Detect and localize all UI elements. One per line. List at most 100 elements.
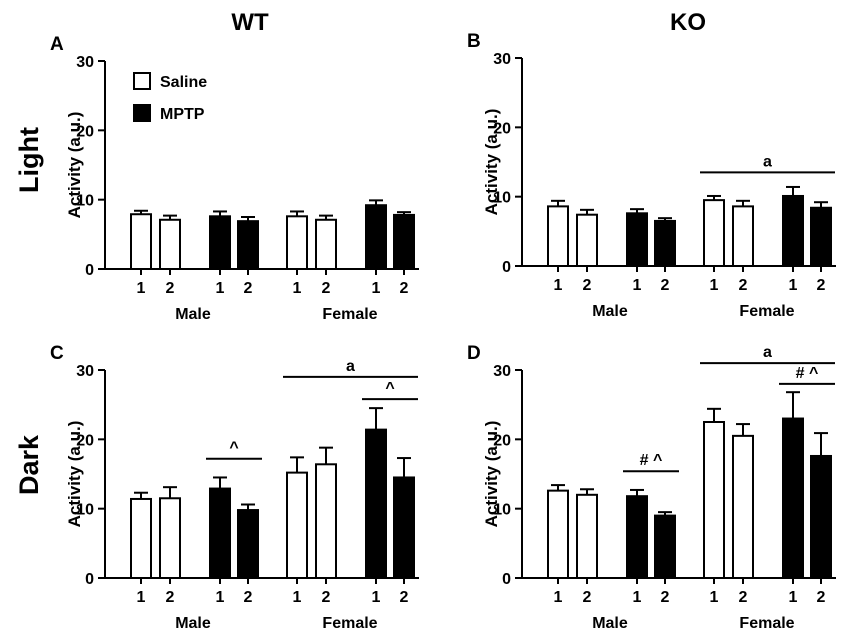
x-tick-label: 2 [817, 589, 826, 606]
significance-label: # ^ [796, 365, 819, 382]
x-tick-label: 1 [372, 280, 381, 297]
y-tick-label: 0 [502, 259, 511, 276]
group-label-male: Male [175, 615, 211, 632]
bar-male-mptp-1 [626, 495, 648, 579]
y-axis-label: Activity (a.u.) [65, 421, 84, 528]
bar-male-saline-2 [159, 497, 181, 579]
x-tick-label: 1 [710, 589, 719, 606]
bar-female-saline-2 [315, 218, 337, 270]
legend-swatch-saline [133, 72, 151, 90]
x-tick-label: 1 [293, 280, 302, 297]
x-tick-label: 2 [166, 280, 175, 297]
x-tick-label: 2 [400, 280, 409, 297]
y-tick-label: 0 [85, 571, 94, 588]
significance-label: a [346, 358, 355, 375]
y-tick-label: 20 [493, 432, 511, 449]
x-tick-label: 2 [322, 589, 331, 606]
x-tick-label: 2 [244, 280, 253, 297]
x-tick-label: 2 [166, 589, 175, 606]
x-tick-label: 1 [293, 589, 302, 606]
x-tick-label: 1 [554, 589, 563, 606]
bar-female-saline-2 [732, 434, 754, 579]
significance-label: ^ [229, 440, 238, 457]
bar-male-saline-2 [159, 218, 181, 270]
x-tick-label: 2 [244, 589, 253, 606]
column-title-ko: KO [670, 9, 706, 36]
bar-female-saline-2 [315, 463, 337, 579]
x-tick-label: 1 [137, 280, 146, 297]
x-tick-label: 1 [633, 277, 642, 294]
bar-male-mptp-1 [626, 212, 648, 268]
group-label-male: Male [592, 303, 628, 320]
bar-male-saline-2 [576, 213, 598, 267]
y-axis-label: Activity (a.u.) [482, 109, 501, 216]
x-tick-label: 2 [661, 589, 670, 606]
panel-letter-a: A [50, 34, 64, 55]
y-tick-label: 20 [76, 432, 94, 449]
legend-swatch-mptp [133, 104, 151, 122]
x-tick-label: 2 [817, 277, 826, 294]
group-label-male: Male [592, 615, 628, 632]
group-label-female: Female [739, 615, 794, 632]
bar-female-mptp-2 [393, 476, 415, 579]
bar-male-mptp-2 [654, 219, 676, 267]
y-tick-label: 10 [76, 502, 94, 519]
panel-letter-b: B [467, 31, 481, 52]
bar-female-saline-1 [286, 215, 308, 271]
bar-male-mptp-2 [237, 509, 259, 579]
x-tick-label: 1 [216, 280, 225, 297]
y-tick-label: 10 [493, 190, 511, 207]
bar-male-mptp-2 [237, 220, 259, 271]
bar-female-mptp-2 [810, 206, 832, 267]
bar-female-mptp-1 [365, 204, 387, 270]
x-tick-label: 1 [216, 589, 225, 606]
x-tick-label: 1 [633, 589, 642, 606]
significance-label: a [763, 344, 772, 361]
y-tick-label: 20 [76, 123, 94, 140]
x-tick-label: 2 [739, 277, 748, 294]
bar-female-mptp-2 [810, 454, 832, 579]
y-tick-label: 30 [493, 51, 511, 68]
panel-letter-d: D [467, 343, 481, 364]
y-tick-label: 30 [493, 363, 511, 380]
bar-male-saline-1 [547, 489, 569, 579]
legend-label-mptp: MPTP [160, 106, 205, 123]
x-tick-label: 2 [583, 589, 592, 606]
bar-male-mptp-2 [654, 514, 676, 580]
y-tick-label: 0 [85, 262, 94, 279]
x-tick-label: 1 [554, 277, 563, 294]
x-tick-label: 2 [583, 277, 592, 294]
y-tick-label: 30 [76, 363, 94, 380]
bar-female-mptp-2 [393, 213, 415, 270]
bar-male-mptp-1 [209, 487, 231, 579]
y-axis-label: Activity (a.u.) [482, 421, 501, 528]
bar-female-mptp-1 [782, 194, 804, 267]
bar-female-saline-1 [703, 199, 725, 267]
bar-female-mptp-1 [365, 428, 387, 579]
bar-male-saline-1 [130, 497, 152, 580]
bar-female-saline-1 [286, 471, 308, 579]
x-tick-label: 2 [322, 280, 331, 297]
group-label-female: Female [322, 306, 377, 323]
y-tick-label: 10 [493, 502, 511, 519]
y-tick-label: 20 [493, 120, 511, 137]
panel-letter-c: C [50, 343, 64, 364]
x-tick-label: 1 [789, 277, 798, 294]
legend-label-saline: Saline [160, 74, 207, 91]
x-tick-label: 2 [739, 589, 748, 606]
y-tick-label: 10 [76, 193, 94, 210]
group-label-female: Female [322, 615, 377, 632]
bar-male-saline-1 [130, 213, 152, 271]
y-tick-label: 0 [502, 571, 511, 588]
significance-label: ^ [385, 380, 394, 397]
group-label-male: Male [175, 306, 211, 323]
y-tick-label: 30 [76, 54, 94, 71]
significance-label: # ^ [640, 452, 663, 469]
y-axis-label: Activity (a.u.) [65, 112, 84, 219]
row-title-light: Light [14, 127, 44, 193]
bar-female-saline-1 [703, 421, 725, 579]
